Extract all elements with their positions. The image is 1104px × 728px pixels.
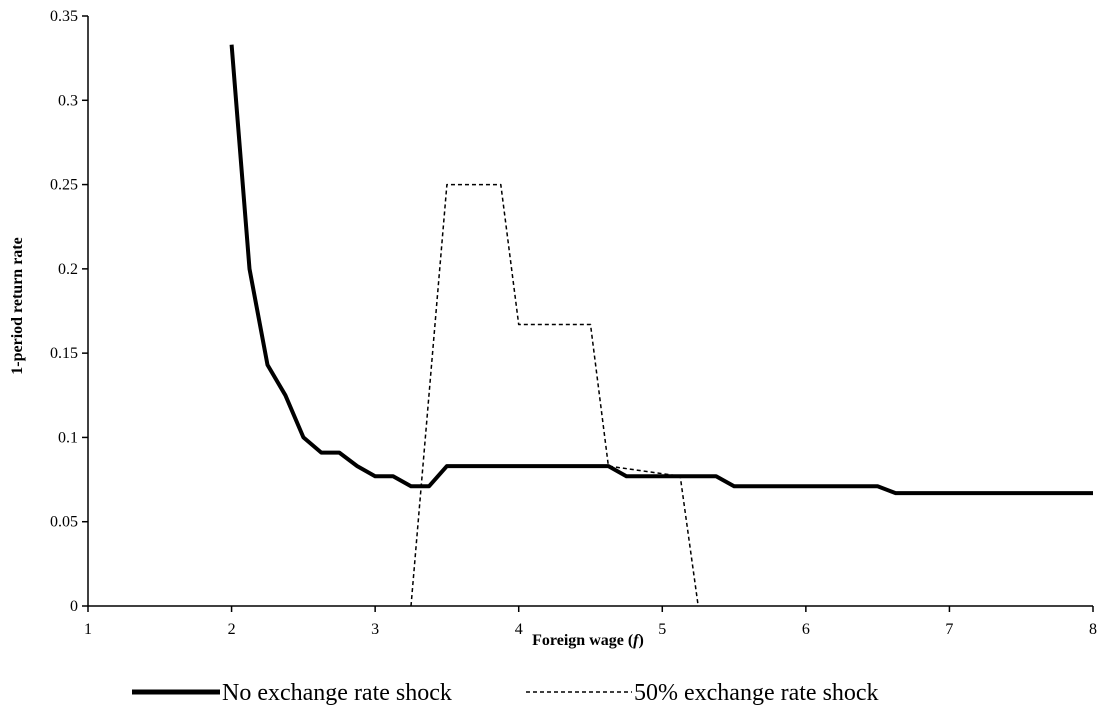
y-tick-label: 0.05 xyxy=(50,514,78,531)
y-tick-label: 0.25 xyxy=(50,177,78,194)
y-tick-label: 0.15 xyxy=(50,345,78,362)
y-tick-label: 0.2 xyxy=(58,261,78,278)
x-axis-title-close: ) xyxy=(639,632,644,649)
legend-label-no-shock: No exchange rate shock xyxy=(222,680,452,706)
x-tick-label: 1 xyxy=(84,621,92,638)
y-axis-title: 1-period return rate xyxy=(9,237,26,374)
y-tick-label: 0 xyxy=(70,598,78,615)
x-ticks: 1 2 3 4 5 6 7 8 xyxy=(84,606,1097,638)
legend: No exchange rate shock 50% exchange rate… xyxy=(132,680,879,706)
x-axis-title: Foreign wage (f) xyxy=(532,632,644,649)
series-line-no-exchange-rate-shock xyxy=(229,44,1093,496)
y-tick-label: 0.35 xyxy=(50,8,78,25)
x-tick-label: 3 xyxy=(371,621,379,638)
series-layer xyxy=(229,44,1093,607)
axes: 0 0.05 0.1 0.15 0.2 0.25 0.3 0.35 1 2 3 4 5 6 7 8 xyxy=(50,8,1097,638)
x-axis-title-main: Foreign wage ( xyxy=(532,632,633,649)
y-tick-label: 0.3 xyxy=(58,92,78,109)
y-ticks: 0 0.05 0.1 0.15 0.2 0.25 0.3 0.35 xyxy=(50,8,88,615)
x-tick-label: 2 xyxy=(228,621,236,638)
y-tick-label: 0.1 xyxy=(58,429,78,446)
x-tick-label: 7 xyxy=(945,621,953,638)
x-tick-label: 4 xyxy=(515,621,523,638)
x-axis-title-var: f xyxy=(633,632,640,649)
series-line-exchange-rate-shock xyxy=(410,183,699,607)
x-tick-label: 5 xyxy=(658,621,666,638)
x-tick-label: 8 xyxy=(1089,621,1097,638)
legend-label-shock: 50% exchange rate shock xyxy=(634,680,879,706)
x-tick-label: 6 xyxy=(802,621,810,638)
